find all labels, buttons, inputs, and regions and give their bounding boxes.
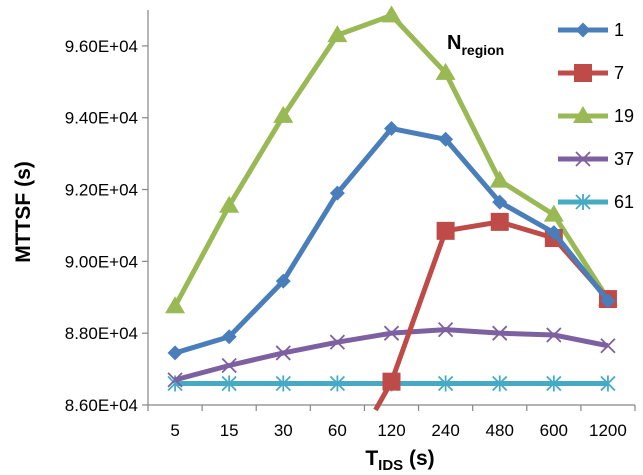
point-triangle [381,5,402,23]
legend-item-37: 37 [558,149,634,169]
point-triangle [327,25,348,43]
x-tick-label: 480 [486,421,514,440]
point-asterisk [600,375,616,392]
legend-item-19: 19 [558,106,634,126]
legend: 1 7 19 37 61 [558,20,634,212]
x-tick-label: 600 [540,421,568,440]
point-triangle [489,170,510,188]
point-x [492,325,508,341]
x-tick-label: 120 [377,421,405,440]
series-61 [167,375,616,392]
series-19 [165,5,618,314]
point-triangle [219,195,240,213]
legend-label: 61 [614,192,634,212]
point-x [437,321,454,338]
point-square [574,64,592,82]
point-diamond [575,22,591,38]
x-tick-label: 5 [170,421,179,440]
series-group [165,5,618,412]
y-tick-label: 9.40E+04 [65,109,138,128]
legend-label: 7 [614,63,624,83]
point-diamond [167,345,183,361]
legend-item-7: 7 [558,63,624,83]
x-tick-label: 30 [274,421,293,440]
point-asterisk [546,375,562,392]
point-diamond [438,131,454,147]
point-x [275,345,291,361]
point-asterisk [492,375,508,392]
point-asterisk [575,194,591,210]
point-x [600,338,616,354]
x-tick-label: 1200 [589,421,627,440]
point-square [382,372,401,391]
point-square [436,221,455,240]
point-x [546,327,562,343]
point-triangle [435,62,456,80]
y-tick-label: 8.80E+04 [65,324,138,343]
point-triangle [573,106,593,123]
point-diamond [329,185,345,201]
point-x [329,334,346,350]
y-ticks: 8.60E+04 8.80E+04 9.00E+04 9.20E+04 9.40E+04… [65,37,148,415]
series-line [174,327,609,383]
y-tick-label: 8.60E+04 [65,396,138,415]
point-asterisk [437,375,454,392]
y-tick-label: 9.60E+04 [65,37,138,56]
series-line [172,12,611,308]
point-x [167,372,183,388]
point-asterisk [275,375,291,392]
y-tick-label: 9.20E+04 [65,181,138,200]
point-x [383,325,400,341]
x-ticks: 5 15 30 60 120 240 480 600 1200 [147,405,636,440]
point-x [575,151,591,167]
point-square [490,212,509,231]
x-tick-label: 240 [431,421,459,440]
axes [147,10,635,406]
point-diamond [221,329,237,345]
point-triangle [273,105,294,123]
point-triangle [543,204,564,222]
y-axis-title: MTTSF (s) [12,161,35,262]
legend-item-61: 61 [558,192,634,212]
legend-label: 1 [614,20,624,40]
point-triangle [165,296,186,314]
series-37 [167,321,616,388]
legend-annotation: Nregion [447,32,504,58]
legend-label: 19 [614,106,634,126]
point-diamond [384,121,399,136]
point-asterisk [329,375,346,392]
point-diamond [600,293,616,309]
y-tick-label: 9.00E+04 [65,252,138,271]
point-asterisk [221,375,237,392]
point-diamond [492,194,508,210]
point-diamond [275,273,291,289]
x-axis-title: TIDS (s) [365,447,434,474]
series-1 [167,121,616,361]
legend-label: 37 [614,149,634,169]
x-tick-label: 15 [220,421,239,440]
x-tick-label: 60 [328,421,347,440]
point-diamond [546,225,562,241]
series-line [174,126,610,356]
point-x [221,357,237,374]
legend-item-1: 1 [558,20,624,40]
